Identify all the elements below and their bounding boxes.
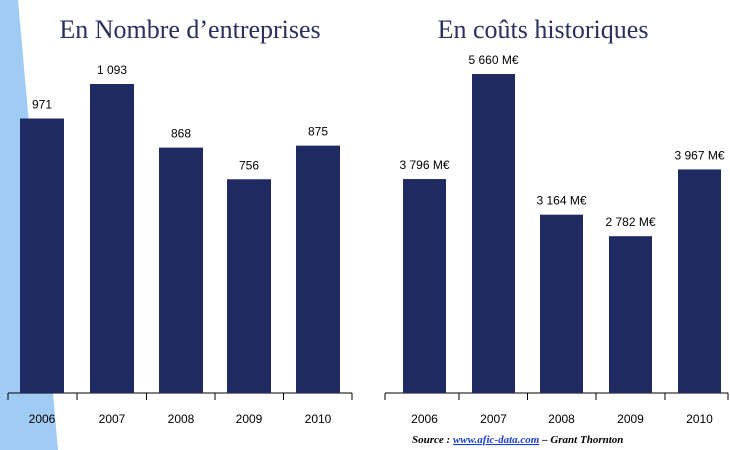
- bar: [296, 145, 340, 393]
- x-tick-label: 2010: [305, 412, 332, 426]
- data-label: 971: [32, 97, 52, 111]
- bar: [609, 236, 652, 393]
- x-tick-label: 2010: [686, 412, 713, 426]
- bar: [20, 118, 64, 394]
- data-label: 875: [308, 125, 328, 139]
- data-label: 756: [239, 158, 259, 172]
- source-link[interactable]: www.afic-data.com: [453, 434, 540, 446]
- x-tick-label: 2008: [548, 412, 575, 426]
- source-suffix: – Grant Thornton: [541, 434, 623, 446]
- chart-title: En coûts historiques: [438, 15, 649, 44]
- source: Source : www.afic-data.com – Grant Thorn…: [412, 434, 623, 446]
- bar: [227, 179, 271, 393]
- bar: [90, 84, 134, 393]
- chart-title: En Nombre d’entreprises: [59, 15, 320, 44]
- bar: [540, 214, 583, 393]
- source-prefix: Source :: [412, 434, 450, 446]
- x-tick-label: 2006: [29, 412, 56, 426]
- x-tick-label: 2007: [99, 412, 126, 426]
- bar: [678, 169, 721, 393]
- x-tick-label: 2009: [236, 412, 263, 426]
- bar: [159, 147, 203, 393]
- x-tick-label: 2006: [411, 412, 438, 426]
- bar: [472, 74, 515, 393]
- data-label: 3 164 M€: [536, 194, 586, 208]
- data-label: 3 967 M€: [674, 148, 724, 162]
- data-label: 1 093: [97, 63, 127, 77]
- x-tick-label: 2009: [617, 412, 644, 426]
- data-label: 868: [171, 127, 191, 141]
- bar: [403, 179, 446, 393]
- data-label: 3 796 M€: [399, 158, 449, 172]
- data-label: 5 660 M€: [468, 53, 518, 67]
- data-label: 2 782 M€: [605, 215, 655, 229]
- x-tick-label: 2008: [168, 412, 195, 426]
- x-tick-label: 2007: [480, 412, 507, 426]
